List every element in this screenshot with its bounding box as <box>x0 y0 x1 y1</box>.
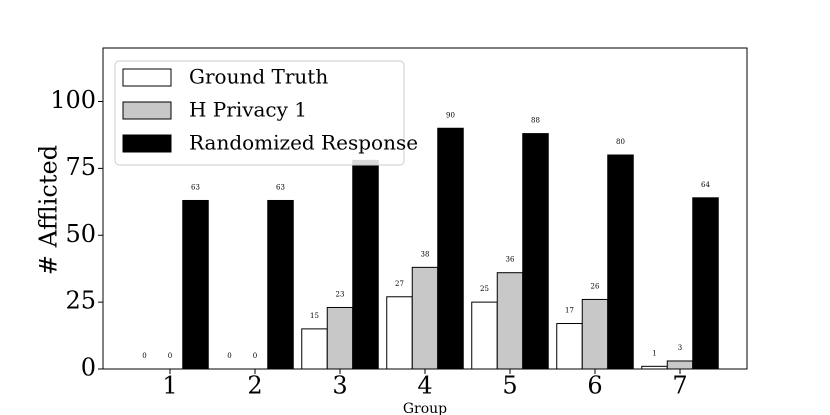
legend-box <box>114 60 405 166</box>
legend-label: H Privacy 1 <box>189 98 307 122</box>
bar-h-privacy-1-group-6 <box>581 298 609 370</box>
data-label: 0 <box>168 352 172 360</box>
data-label: 63 <box>276 183 285 191</box>
x-tick-label: 7 <box>672 372 687 400</box>
value-labels-layer: 0 0 15 27 25 17 1 0 0 23 38 36 26 3 63 63 90 88 80 64 <box>142 111 710 360</box>
bar-h-privacy-1-group-7 <box>666 360 694 370</box>
data-label: 25 <box>480 285 489 293</box>
bar-randomized-response-group-4 <box>437 127 464 370</box>
y-tick-label: 75 <box>65 153 96 181</box>
bar-h-privacy-1-group-4 <box>411 266 439 370</box>
data-label: 27 <box>395 280 404 288</box>
y-tick-label: 0 <box>81 354 96 382</box>
legend-swatch <box>122 134 172 153</box>
bars-layer <box>182 127 719 370</box>
x-tick-label: 2 <box>247 372 262 400</box>
data-label: 88 <box>531 117 540 125</box>
x-axis-label: Group <box>403 401 447 415</box>
x-tick-label: 3 <box>332 372 347 400</box>
bar-randomized-response-group-7 <box>692 197 719 370</box>
data-label: 23 <box>336 290 345 298</box>
x-tick-label: 1 <box>162 372 177 400</box>
bar-ground-truth-group-4 <box>386 296 413 370</box>
legend-swatch <box>122 68 172 87</box>
data-label: 1 <box>652 349 656 357</box>
data-label: 3 <box>678 344 682 352</box>
x-tick-label: 5 <box>502 372 517 400</box>
y-tick-label: 100 <box>50 86 96 114</box>
x-axis: 1 2 3 4 5 6 7 <box>162 369 688 400</box>
data-label: 0 <box>227 352 231 360</box>
data-label: 90 <box>446 111 455 119</box>
data-label: 36 <box>506 256 515 264</box>
bar-randomized-response-group-2 <box>267 199 294 370</box>
y-axis: 0 25 50 75 100 <box>50 86 103 382</box>
legend: Ground Truth H Privacy 1 Randomized Respon… <box>114 60 418 166</box>
data-label: 17 <box>565 307 574 315</box>
legend-label: Ground Truth <box>189 65 328 89</box>
y-axis-label: # Afflicted <box>35 145 63 275</box>
legend-label: Randomized Response <box>189 131 418 155</box>
y-tick-label: 25 <box>65 287 96 315</box>
bar-h-privacy-1-group-3 <box>326 306 354 370</box>
x-tick-label: 4 <box>417 372 432 400</box>
x-tick-label: 6 <box>587 372 602 400</box>
legend-swatch <box>122 101 172 120</box>
data-label: 15 <box>310 312 319 320</box>
bar-ground-truth-group-3 <box>301 328 328 370</box>
bar-ground-truth-group-5 <box>471 301 498 370</box>
bar-randomized-response-group-1 <box>182 199 209 370</box>
data-label: 26 <box>591 282 600 290</box>
bar-randomized-response-group-6 <box>607 154 634 370</box>
data-label: 63 <box>191 183 200 191</box>
data-label: 38 <box>421 250 430 258</box>
bar-randomized-response-group-3 <box>352 159 379 370</box>
y-tick-label: 50 <box>65 220 96 248</box>
data-label: 0 <box>142 352 146 360</box>
bar-ground-truth-group-6 <box>556 323 583 370</box>
data-label: 80 <box>616 138 625 146</box>
bar-h-privacy-1-group-5 <box>496 272 524 370</box>
data-label: 64 <box>701 181 710 189</box>
data-label: 0 <box>253 352 257 360</box>
bar-randomized-response-group-5 <box>522 133 549 370</box>
